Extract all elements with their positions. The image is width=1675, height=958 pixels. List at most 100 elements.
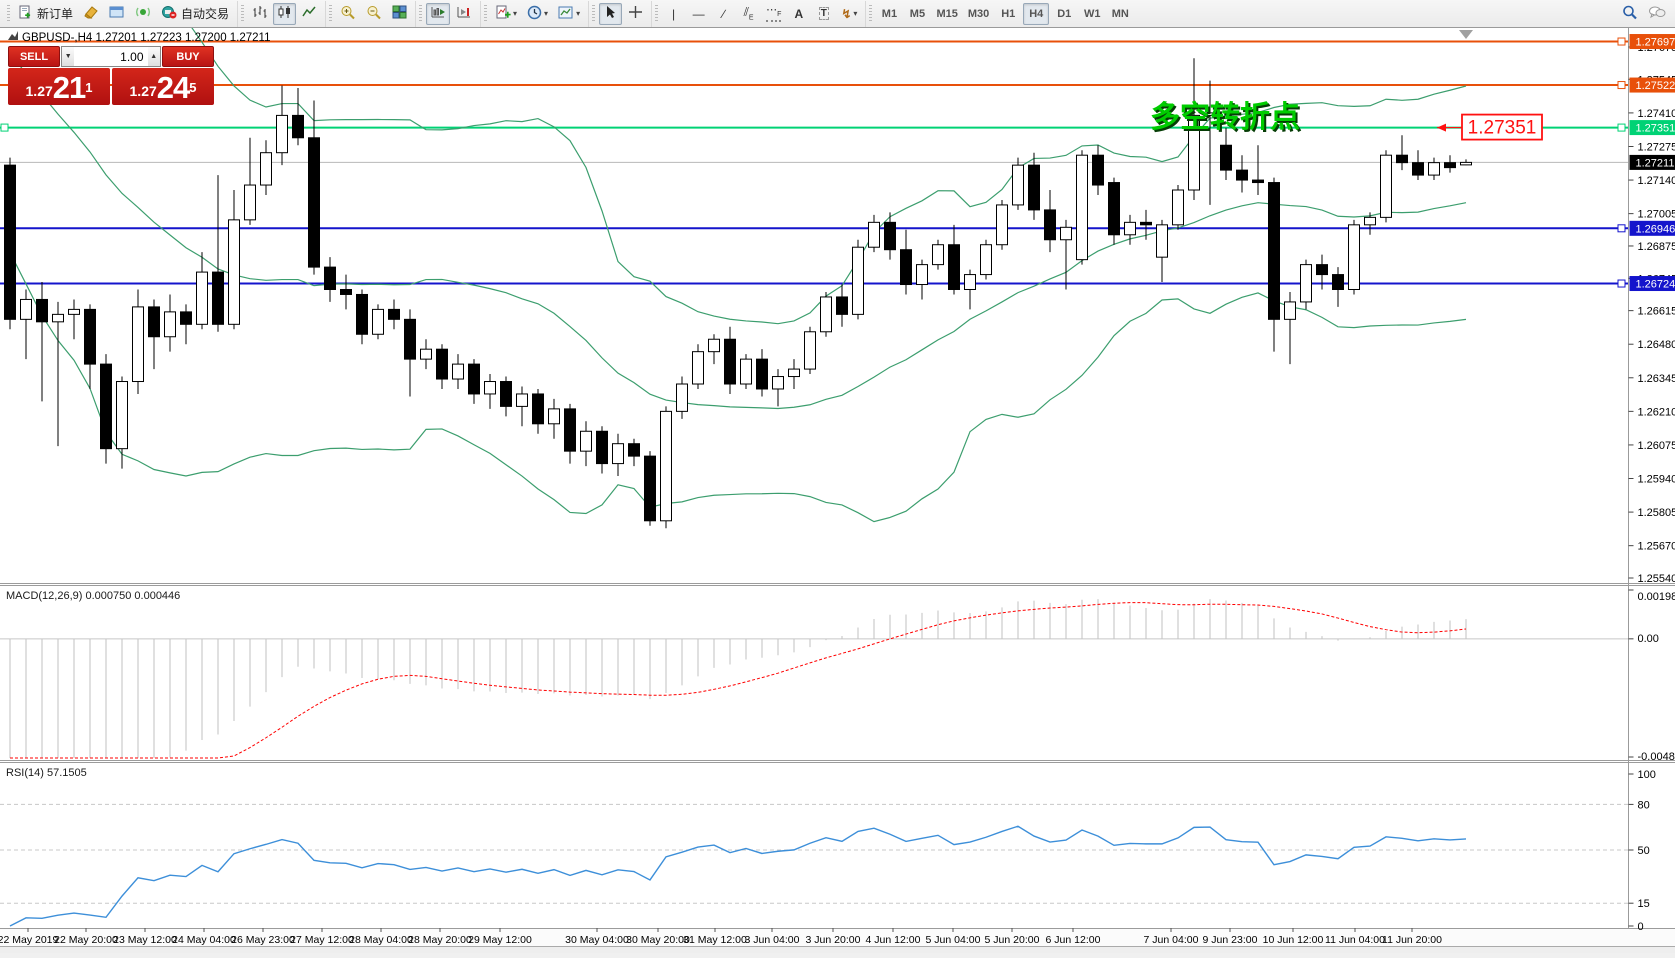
text-button[interactable]: A bbox=[787, 3, 810, 25]
timeframe-h1-button[interactable]: H1 bbox=[995, 3, 1021, 25]
periods-dropdown-caret[interactable]: ▾ bbox=[544, 9, 548, 18]
arrows-button[interactable]: ↯▾ bbox=[837, 3, 861, 25]
candle-body bbox=[1301, 265, 1312, 302]
crosshair-button[interactable] bbox=[624, 3, 647, 25]
text-label-button[interactable]: T bbox=[812, 3, 835, 25]
line-chart-button[interactable] bbox=[298, 3, 321, 25]
arrows-dropdown-caret[interactable]: ▾ bbox=[853, 9, 857, 18]
hline-handle[interactable] bbox=[1618, 38, 1625, 45]
buy-button[interactable]: BUY bbox=[162, 46, 214, 67]
chart-shift-button[interactable] bbox=[452, 3, 476, 25]
indicators-button[interactable]: ▾ bbox=[491, 3, 521, 25]
zoom-out-button[interactable] bbox=[362, 3, 386, 25]
zoom-in-icon bbox=[340, 5, 356, 23]
svg-text:0.001985: 0.001985 bbox=[1638, 591, 1675, 603]
svg-text:1.25805: 1.25805 bbox=[1638, 507, 1675, 519]
candle-body bbox=[1269, 183, 1280, 320]
cursor-button[interactable] bbox=[599, 3, 622, 25]
sell-button[interactable]: SELL bbox=[8, 46, 60, 67]
timeframe-m1-button[interactable]: M1 bbox=[876, 3, 902, 25]
candle-body bbox=[373, 309, 384, 334]
tile-windows-button[interactable] bbox=[388, 3, 411, 25]
channel-button[interactable]: ⫽E bbox=[737, 3, 760, 25]
timeframe-h4-button[interactable]: H4 bbox=[1023, 3, 1049, 25]
new-order-icon bbox=[18, 5, 33, 23]
templates-button[interactable]: ▾ bbox=[554, 3, 584, 25]
timeframe-mn-button[interactable]: MN bbox=[1107, 3, 1133, 25]
volume-decrease-button[interactable]: ▼ bbox=[62, 47, 74, 66]
fibonacci-button[interactable]: ⋯F bbox=[762, 3, 785, 25]
indicators-dropdown-caret[interactable]: ▾ bbox=[513, 9, 517, 18]
hline-handle[interactable] bbox=[1618, 82, 1625, 89]
svg-text:1.26480: 1.26480 bbox=[1638, 339, 1675, 351]
svg-text:1.26345: 1.26345 bbox=[1638, 373, 1675, 385]
svg-text:1.27522: 1.27522 bbox=[1636, 80, 1675, 92]
sell-price-small: 1.27 bbox=[26, 79, 53, 103]
candle-body bbox=[773, 377, 784, 389]
time-label: 26 May 23:00 bbox=[231, 934, 295, 946]
svg-text:1.27211: 1.27211 bbox=[1636, 157, 1675, 169]
timeframe-m30-button[interactable]: M30 bbox=[964, 3, 993, 25]
candle-body bbox=[725, 339, 736, 384]
arrows-icon: ↯ bbox=[841, 7, 851, 21]
candle-body bbox=[213, 272, 224, 324]
indicators-icon bbox=[495, 5, 511, 23]
horizontal-line-button[interactable]: — bbox=[687, 3, 710, 25]
timeframe-m5-button[interactable]: M5 bbox=[904, 3, 930, 25]
svg-text:0.00: 0.00 bbox=[1638, 633, 1659, 645]
hline-handle[interactable] bbox=[1618, 124, 1625, 131]
volume-box: ▼ ▲ bbox=[61, 46, 161, 67]
chart-window-button[interactable] bbox=[105, 3, 129, 25]
trendline-button[interactable]: ∕ bbox=[712, 3, 735, 25]
periods-button[interactable]: ▾ bbox=[523, 3, 552, 25]
chat-button[interactable] bbox=[1644, 3, 1670, 25]
rsi-label: RSI(14) 57.1505 bbox=[6, 767, 87, 779]
autotrading-button[interactable]: 自动交易 bbox=[157, 3, 233, 25]
vertical-line-button[interactable]: | bbox=[662, 3, 685, 25]
timeframe-d1-button[interactable]: D1 bbox=[1051, 3, 1077, 25]
zoom-in-button[interactable] bbox=[336, 3, 360, 25]
eraser-button[interactable] bbox=[79, 3, 103, 25]
svg-text:0: 0 bbox=[1638, 921, 1644, 933]
candle-body bbox=[853, 247, 864, 314]
auto-scroll-button[interactable] bbox=[426, 3, 450, 25]
new-order-button[interactable]: 新订单 bbox=[14, 3, 77, 25]
candle-body bbox=[1429, 163, 1440, 175]
hline-handle[interactable] bbox=[1618, 280, 1625, 287]
volume-input[interactable] bbox=[74, 47, 147, 66]
svg-text:1.26075: 1.26075 bbox=[1638, 440, 1675, 452]
signal-button[interactable] bbox=[131, 3, 155, 25]
sell-price-sup: 1 bbox=[85, 73, 92, 103]
svg-text:1.25940: 1.25940 bbox=[1638, 474, 1675, 486]
candle-body bbox=[5, 165, 16, 319]
timeframe-m15-button[interactable]: M15 bbox=[932, 3, 961, 25]
candle-body bbox=[149, 307, 160, 337]
candle-body bbox=[421, 349, 432, 359]
time-label: 9 Jun 23:00 bbox=[1203, 934, 1258, 946]
time-label: 11 Jun 04:00 bbox=[1325, 934, 1385, 946]
time-label: 5 Jun 20:00 bbox=[985, 934, 1040, 946]
text-icon: A bbox=[795, 7, 804, 21]
candlestick-button[interactable] bbox=[273, 3, 296, 25]
timeframe-w1-button[interactable]: W1 bbox=[1079, 3, 1105, 25]
candlestick-icon bbox=[277, 5, 292, 22]
templates-dropdown-caret[interactable]: ▾ bbox=[576, 9, 580, 18]
hline-handle[interactable] bbox=[1, 124, 8, 131]
zoom-out-icon bbox=[366, 5, 382, 23]
candle-body bbox=[1013, 165, 1024, 205]
candle-body bbox=[1029, 165, 1040, 210]
svg-text:1.26724: 1.26724 bbox=[1636, 279, 1675, 291]
volume-increase-button[interactable]: ▲ bbox=[148, 47, 160, 66]
annotation-text[interactable]: 多空转折点 bbox=[1150, 101, 1300, 134]
bar-chart-button[interactable] bbox=[248, 3, 271, 25]
candle-body bbox=[229, 220, 240, 324]
time-label: 22 May 20:00 bbox=[54, 934, 118, 946]
hline-handle[interactable] bbox=[1618, 225, 1625, 232]
candle-body bbox=[261, 153, 272, 185]
search-button[interactable] bbox=[1618, 3, 1642, 25]
